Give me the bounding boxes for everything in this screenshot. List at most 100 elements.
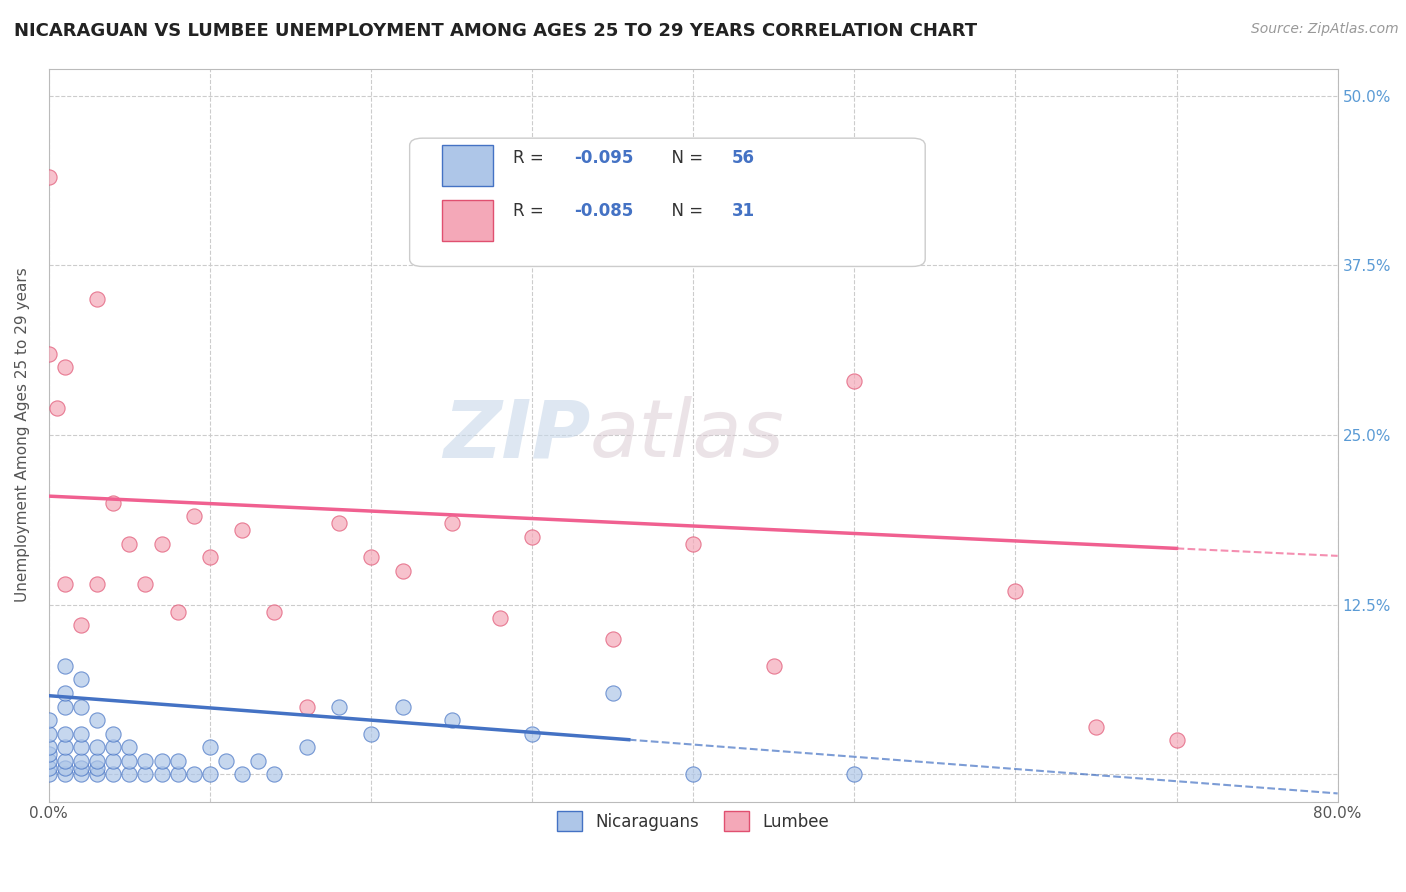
Point (38, 346, 60, 360)
Point (520, 530, 543, 544)
Point (328, 516, 350, 531)
Text: -0.085: -0.085 (575, 202, 634, 220)
Point (682, 767, 704, 781)
Point (392, 699, 415, 714)
Point (134, 767, 156, 781)
Point (844, 374, 866, 388)
Point (118, 767, 141, 781)
FancyBboxPatch shape (441, 145, 494, 186)
Text: Source: ZipAtlas.com: Source: ZipAtlas.com (1251, 22, 1399, 37)
Point (118, 754, 141, 768)
Point (682, 536, 704, 550)
Point (53, 740, 76, 755)
Point (150, 754, 173, 768)
Point (520, 727, 543, 741)
Point (38, 727, 60, 741)
Point (602, 686, 624, 700)
Point (166, 767, 188, 781)
Text: N =: N = (661, 149, 709, 167)
Point (70, 761, 93, 775)
Point (38, 713, 60, 727)
Point (70, 699, 93, 714)
Point (53, 360, 76, 375)
Point (86, 767, 108, 781)
FancyBboxPatch shape (441, 201, 494, 241)
Point (134, 577, 156, 591)
Point (103, 754, 125, 768)
Point (183, 767, 205, 781)
Point (231, 767, 253, 781)
Point (70, 754, 93, 768)
Point (844, 767, 866, 781)
Point (38, 754, 60, 768)
Point (440, 516, 463, 531)
Text: R =: R = (513, 149, 548, 167)
Point (70, 618, 93, 632)
Point (38, 740, 60, 755)
Point (86, 754, 108, 768)
Point (360, 727, 382, 741)
Point (53, 577, 76, 591)
Point (134, 754, 156, 768)
Point (86, 740, 108, 755)
Point (328, 699, 350, 714)
Point (86, 713, 108, 727)
Point (198, 740, 221, 755)
Point (392, 564, 415, 578)
Point (38, 170, 60, 185)
Point (86, 293, 108, 307)
Point (86, 761, 108, 775)
Point (150, 767, 173, 781)
Point (1004, 584, 1026, 599)
Point (53, 658, 76, 673)
Point (263, 605, 285, 619)
Point (70, 767, 93, 781)
Point (86, 577, 108, 591)
Point (38, 761, 60, 775)
Point (360, 550, 382, 565)
Legend: Nicaraguans, Lumbee: Nicaraguans, Lumbee (544, 797, 842, 845)
Text: R =: R = (513, 202, 548, 220)
Point (247, 754, 270, 768)
Point (103, 767, 125, 781)
Point (198, 550, 221, 565)
Point (602, 632, 624, 646)
Text: atlas: atlas (591, 396, 785, 474)
Point (215, 754, 238, 768)
Text: 31: 31 (733, 202, 755, 220)
Point (103, 727, 125, 741)
Y-axis label: Unemployment Among Ages 25 to 29 years: Unemployment Among Ages 25 to 29 years (15, 268, 30, 602)
Point (150, 536, 173, 550)
Point (38, 747, 60, 761)
Point (38, 767, 60, 781)
Point (489, 611, 512, 625)
Text: 56: 56 (733, 149, 755, 167)
Point (70, 740, 93, 755)
Point (53, 761, 76, 775)
Point (166, 754, 188, 768)
Point (103, 740, 125, 755)
Point (183, 509, 205, 524)
Point (198, 767, 221, 781)
Point (53, 767, 76, 781)
Text: -0.095: -0.095 (575, 149, 634, 167)
Point (118, 536, 141, 550)
Point (103, 496, 125, 510)
Point (53, 727, 76, 741)
Point (53, 699, 76, 714)
Text: NICARAGUAN VS LUMBEE UNEMPLOYMENT AMONG AGES 25 TO 29 YEARS CORRELATION CHART: NICARAGUAN VS LUMBEE UNEMPLOYMENT AMONG … (14, 22, 977, 40)
Point (762, 658, 785, 673)
Point (263, 767, 285, 781)
Point (1166, 733, 1188, 747)
Point (231, 523, 253, 537)
Point (1084, 720, 1107, 734)
Point (53, 754, 76, 768)
Text: N =: N = (661, 202, 709, 220)
Point (70, 673, 93, 687)
Point (295, 699, 318, 714)
Point (295, 740, 318, 755)
Text: ZIP: ZIP (443, 396, 591, 474)
Point (440, 713, 463, 727)
Point (45, 401, 67, 415)
Point (166, 605, 188, 619)
